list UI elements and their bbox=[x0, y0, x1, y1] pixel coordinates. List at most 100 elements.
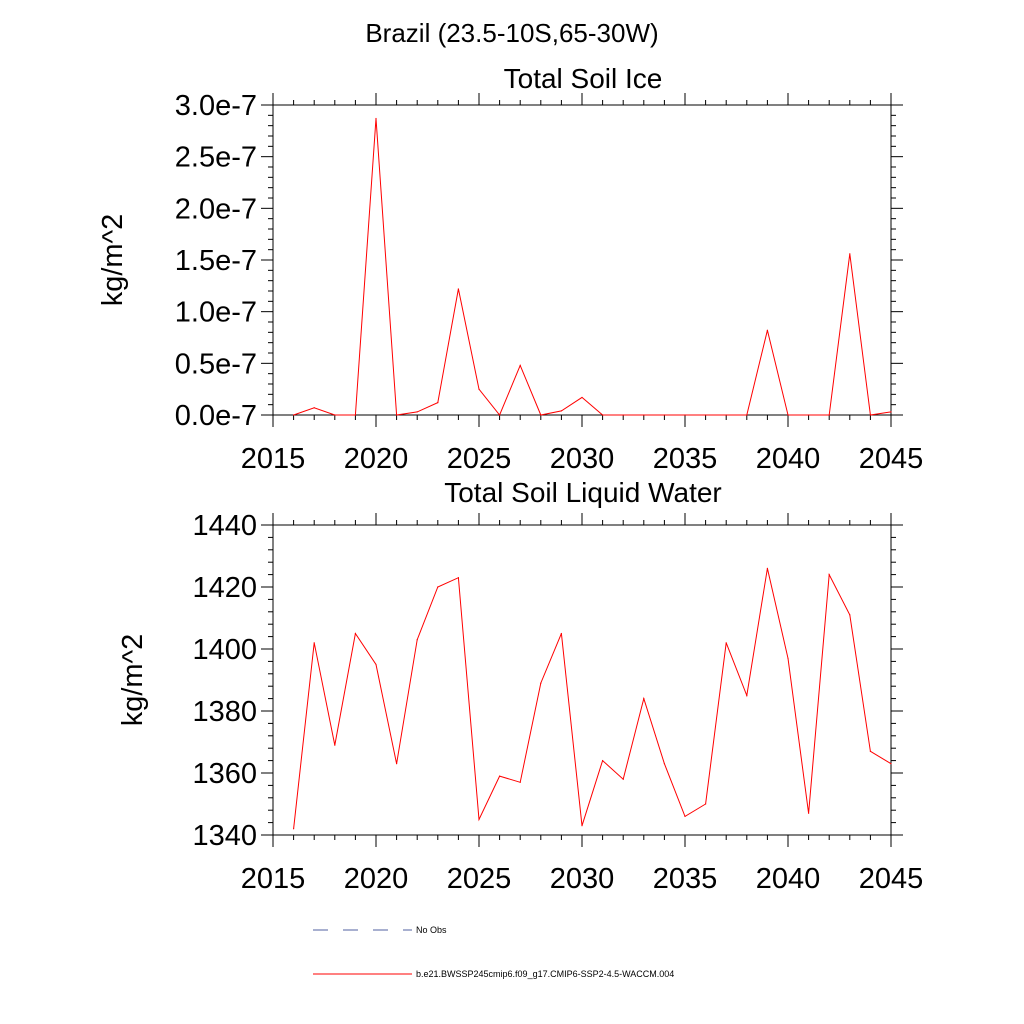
data-point bbox=[890, 763, 892, 765]
data-point bbox=[334, 414, 336, 416]
x-tick-labels: 2015 2020 2025 2030 2035 2040 2045 bbox=[241, 863, 924, 895]
data-point bbox=[766, 567, 769, 570]
data-point bbox=[869, 750, 872, 752]
y-axis-label: kg/m^2 bbox=[97, 214, 129, 307]
data-point bbox=[313, 407, 315, 409]
data-point bbox=[540, 414, 542, 416]
y-tick-label: 1360 bbox=[192, 758, 257, 790]
y-tick-label: 1440 bbox=[192, 510, 257, 542]
x-tick-label: 2015 bbox=[241, 443, 306, 475]
series-group bbox=[293, 117, 892, 416]
x-tick-label: 2040 bbox=[756, 443, 821, 475]
data-point bbox=[746, 694, 748, 697]
data-point bbox=[334, 744, 336, 746]
data-point bbox=[354, 632, 356, 635]
tick-group bbox=[261, 513, 903, 847]
y-axis-label: kg/m^2 bbox=[117, 634, 149, 727]
data-point bbox=[808, 414, 810, 416]
tick-group bbox=[261, 93, 903, 427]
data-point bbox=[663, 414, 666, 416]
x-tick-label: 2035 bbox=[653, 863, 718, 895]
y-tick-label: 1400 bbox=[192, 634, 257, 666]
y-tick-labels: 1340 1360 1380 1400 1420 1440 bbox=[192, 510, 257, 852]
data-point bbox=[766, 329, 769, 331]
figure-title: Brazil (23.5-10S,65-30W) bbox=[365, 18, 658, 48]
panel-total-soil-ice: Total Soil Ice 2015 2020 2025 2030 2035 2040 2… bbox=[97, 63, 923, 475]
data-point bbox=[293, 828, 295, 830]
y-tick-label: 1.5e-7 bbox=[175, 245, 257, 277]
data-point bbox=[313, 642, 315, 644]
data-point bbox=[478, 388, 480, 390]
data-point bbox=[354, 414, 356, 416]
data-point bbox=[725, 414, 727, 416]
y-tick-label: 2.5e-7 bbox=[175, 142, 257, 174]
data-point bbox=[705, 414, 707, 416]
legend-label-model-run: b.e21.BWSSP245cmip6.f09_g17.CMIP6-SSP2-4… bbox=[416, 969, 674, 979]
data-point bbox=[725, 642, 727, 644]
data-point bbox=[602, 414, 604, 416]
data-point bbox=[643, 414, 645, 416]
data-point bbox=[684, 815, 686, 818]
data-point bbox=[787, 657, 789, 659]
data-point bbox=[828, 574, 830, 576]
data-point bbox=[705, 803, 707, 805]
data-point bbox=[808, 812, 810, 814]
x-tick-label: 2020 bbox=[344, 863, 409, 895]
data-point bbox=[437, 402, 439, 404]
x-tick-label: 2025 bbox=[447, 863, 512, 895]
data-point bbox=[581, 825, 583, 827]
data-point bbox=[622, 414, 624, 416]
x-tick-label: 2025 bbox=[447, 443, 512, 475]
legend: No Obs b.e21.BWSSP245cmip6.f09_g17.CMIP6… bbox=[313, 925, 674, 979]
data-point bbox=[869, 414, 872, 416]
data-point bbox=[581, 396, 583, 399]
data-point bbox=[540, 682, 542, 684]
data-point bbox=[560, 632, 563, 635]
x-tick-label: 2030 bbox=[550, 443, 615, 475]
x-tick-label: 2015 bbox=[241, 863, 306, 895]
data-point bbox=[416, 639, 418, 641]
x-tick-label: 2040 bbox=[756, 863, 821, 895]
data-point bbox=[416, 411, 418, 413]
data-point bbox=[602, 760, 604, 762]
plot-frame bbox=[272, 524, 892, 836]
y-tick-labels: 0.0e-7 0.5e-7 1.0e-7 1.5e-7 2.0e-7 2.5e-7 3.0e… bbox=[175, 90, 257, 432]
data-point bbox=[684, 414, 686, 416]
y-tick-label: 1340 bbox=[192, 820, 257, 852]
panel-total-soil-liquid-water: Total Soil Liquid Water 2015 2020 2025 2030… bbox=[117, 477, 923, 895]
data-point bbox=[560, 410, 563, 412]
data-point bbox=[499, 775, 501, 777]
x-tick-label: 2030 bbox=[550, 863, 615, 895]
series-line bbox=[293, 118, 892, 416]
data-point bbox=[663, 763, 666, 765]
panel-title: Total Soil Ice bbox=[504, 63, 663, 94]
x-tick-label: 2035 bbox=[653, 443, 718, 475]
data-point bbox=[643, 698, 645, 700]
data-point bbox=[457, 577, 459, 579]
data-point bbox=[519, 781, 521, 783]
y-tick-label: 1420 bbox=[192, 572, 257, 604]
data-point bbox=[457, 288, 459, 290]
x-tick-labels: 2015 2020 2025 2030 2035 2040 2045 bbox=[241, 443, 924, 475]
data-point bbox=[437, 586, 439, 588]
x-tick-label: 2045 bbox=[859, 863, 924, 895]
x-tick-label: 2020 bbox=[344, 443, 409, 475]
data-point bbox=[396, 763, 398, 765]
y-tick-label: 1380 bbox=[192, 696, 257, 728]
data-point bbox=[375, 663, 377, 666]
data-point bbox=[519, 364, 521, 366]
data-point bbox=[828, 414, 830, 416]
data-point bbox=[396, 414, 398, 416]
data-point bbox=[622, 778, 624, 780]
data-point bbox=[746, 414, 748, 416]
data-point bbox=[787, 414, 789, 416]
data-point bbox=[890, 411, 892, 413]
panel-title: Total Soil Liquid Water bbox=[444, 477, 722, 508]
y-tick-label: 1.0e-7 bbox=[175, 297, 257, 329]
y-tick-label: 0.5e-7 bbox=[175, 348, 257, 380]
legend-label-no-obs: No Obs bbox=[416, 925, 447, 935]
data-point bbox=[849, 253, 851, 255]
series-group bbox=[293, 567, 892, 830]
data-point bbox=[293, 414, 295, 416]
